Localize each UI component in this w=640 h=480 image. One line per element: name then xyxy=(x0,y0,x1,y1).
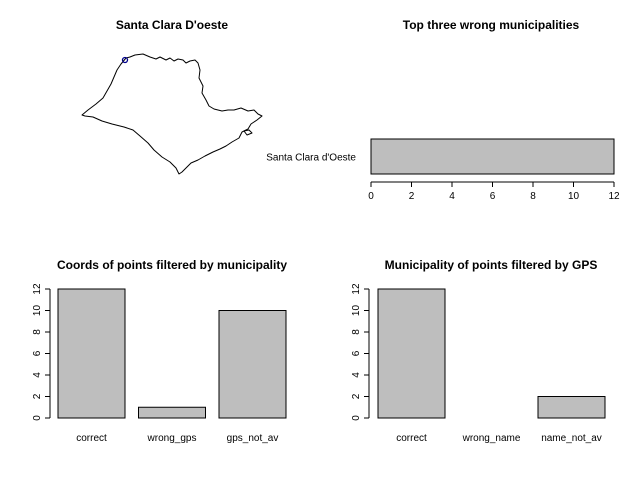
y-tick-label: 8 xyxy=(32,329,43,335)
bar xyxy=(537,396,606,419)
bar xyxy=(218,310,287,419)
y-tick-label: 4 xyxy=(351,372,362,378)
category-label: correct xyxy=(396,433,427,444)
y-tick-label: 10 xyxy=(351,305,362,317)
bar xyxy=(377,288,446,419)
top-wrong-plot: Santa Clara d'Oeste 0 2 4 6 8 10 12 xyxy=(266,138,620,202)
x-tick-label: 2 xyxy=(409,191,415,202)
x-tick-label: 4 xyxy=(449,191,455,202)
x-tick-label: 6 xyxy=(490,191,496,202)
bar xyxy=(370,138,615,175)
top-wrong-panel: Top three wrong municipalities Santa Cla… xyxy=(266,18,620,202)
y-tick-label: 12 xyxy=(351,283,362,295)
category-label: name_not_av xyxy=(541,433,602,444)
x-tick-label: 12 xyxy=(608,191,620,202)
y-tick-label: 12 xyxy=(32,283,43,295)
coords-filtered-panel: Coords of points filtered by municipalit… xyxy=(32,258,287,444)
category-label: wrong_gps xyxy=(147,433,197,444)
bar xyxy=(138,406,206,419)
y-tick-label: 2 xyxy=(32,393,43,399)
map-title: Santa Clara D'oeste xyxy=(116,18,229,32)
y-tick-label: 6 xyxy=(351,350,362,356)
municipality-marker xyxy=(121,56,129,64)
y-tick-label: 10 xyxy=(32,305,43,317)
x-tick-label: 10 xyxy=(568,191,580,202)
y-tick-label: 6 xyxy=(32,350,43,356)
map-panel: Santa Clara D'oeste xyxy=(81,18,263,175)
category-label: gps_not_av xyxy=(227,433,279,444)
bar xyxy=(57,288,126,419)
category-label: correct xyxy=(76,433,107,444)
state-outline xyxy=(81,53,263,175)
x-tick-label: 8 xyxy=(530,191,536,202)
category-label: Santa Clara d'Oeste xyxy=(266,153,356,164)
top-wrong-title: Top three wrong municipalities xyxy=(403,18,580,32)
y-tick-label: 0 xyxy=(351,415,362,421)
municipality-filtered-title: Municipality of points filtered by GPS xyxy=(385,258,598,272)
y-tick-label: 8 xyxy=(351,329,362,335)
x-tick-label: 0 xyxy=(368,191,374,202)
municipality-filtered-plot: correct wrong_name name_not_av 0 2 4 6 8 10 12 xyxy=(351,283,606,444)
coords-filtered-plot: correct wrong_gps gps_not_av 0 2 4 6 8 10 12 xyxy=(32,283,287,444)
municipality-filtered-panel: Municipality of points filtered by GPS c… xyxy=(351,258,606,444)
y-tick-label: 2 xyxy=(351,393,362,399)
coastal-island-outline xyxy=(243,129,253,136)
y-tick-label: 0 xyxy=(32,415,43,421)
category-label: wrong_name xyxy=(462,433,521,444)
y-tick-label: 4 xyxy=(32,372,43,378)
coords-filtered-title: Coords of points filtered by municipalit… xyxy=(57,258,287,272)
